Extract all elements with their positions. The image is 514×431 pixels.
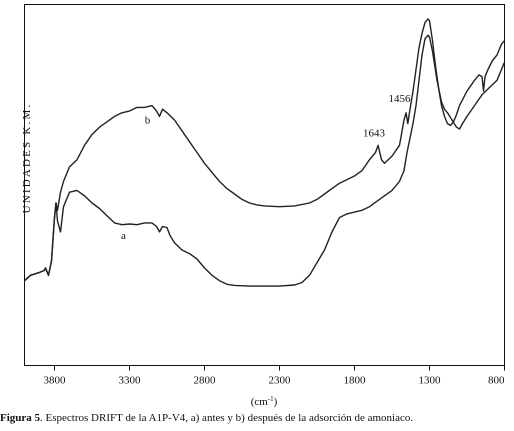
- y-axis-label: UNIDADES K.M.: [21, 102, 33, 214]
- series-line-b: [24, 18, 506, 282]
- plot-frame: [24, 4, 505, 366]
- figure-caption: Figura 5. Espectros DRIFT de la A1P-V4, …: [0, 412, 514, 424]
- x-tick-label: 1800: [344, 375, 367, 387]
- annotation-layer: a b 1643 1456: [121, 93, 411, 242]
- x-tick-label: 3300: [119, 375, 142, 387]
- annotation-label: a: [121, 230, 126, 242]
- x-tick-label: 3800: [44, 375, 67, 387]
- x-tick-label: 800: [488, 375, 505, 387]
- x-axis-ticks: 3800 3300 2800 2300 1800 1300 800: [44, 365, 505, 387]
- series-layer: [24, 18, 506, 287]
- annotation-label: 1643: [363, 127, 386, 139]
- annotation-label: b: [145, 115, 151, 127]
- x-tick-label: 2300: [269, 375, 292, 387]
- caption-text: . Espectros DRIFT de la A1P-V4, a) antes…: [40, 412, 414, 424]
- x-tick-label: 2800: [194, 375, 217, 387]
- series-line-a: [24, 34, 506, 287]
- x-axis-label: (cm-1): [251, 395, 278, 408]
- caption-label: Figura 5: [0, 412, 41, 424]
- annotation-label: 1456: [389, 93, 412, 105]
- x-tick-label: 1300: [419, 375, 442, 387]
